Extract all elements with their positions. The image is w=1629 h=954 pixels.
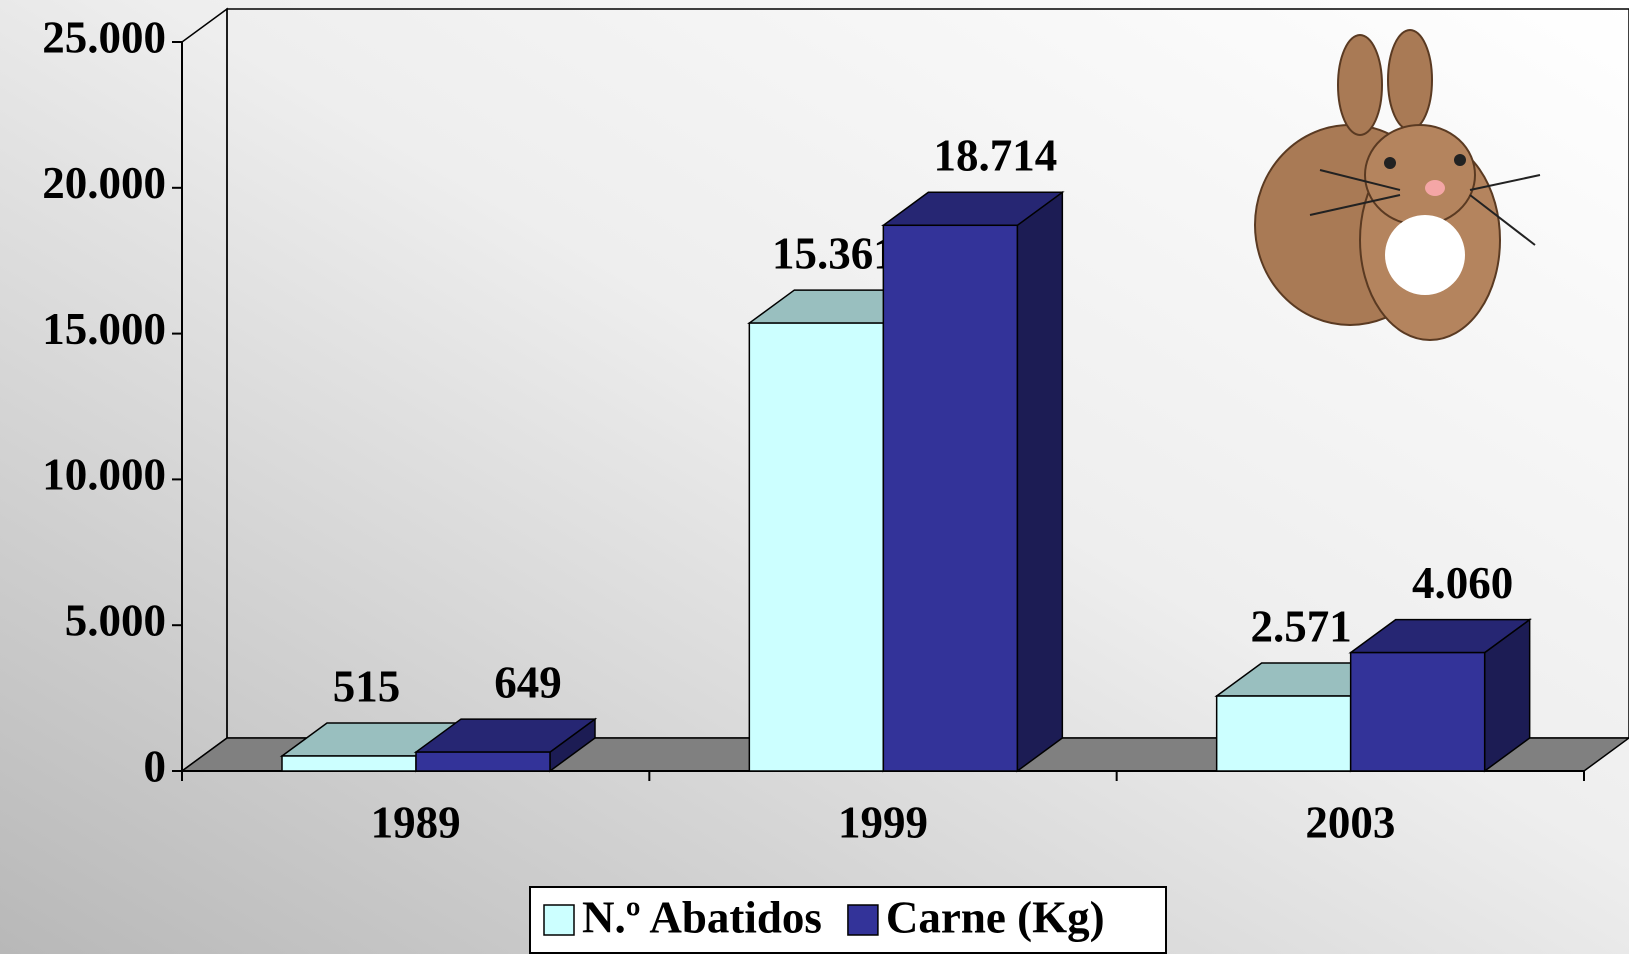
value-label: 515 <box>333 661 401 711</box>
bar <box>1351 653 1485 771</box>
legend-swatch <box>848 905 878 935</box>
bar <box>416 752 550 771</box>
chart: 0 5.000 10.000 15.000 20.000 25.000 1989 515 649… <box>0 0 1629 954</box>
x-tick-label: 2003 <box>1305 797 1395 847</box>
legend-label: Carne (Kg) <box>886 892 1105 942</box>
value-label: 649 <box>494 657 562 707</box>
value-label: 2.571 <box>1251 601 1352 651</box>
value-label: 4.060 <box>1412 558 1513 608</box>
legend-label: N.º Abatidos <box>582 892 822 942</box>
page: 0 5.000 10.000 15.000 20.000 25.000 1989 515 649… <box>0 0 1629 954</box>
y-tick-label: 0 <box>144 741 167 791</box>
bar <box>1217 696 1351 771</box>
bar <box>883 225 1017 771</box>
y-tick-label: 25.000 <box>42 12 166 62</box>
bar <box>749 323 883 771</box>
legend-swatch <box>544 905 574 935</box>
y-tick-label: 10.000 <box>42 450 166 500</box>
y-tick-label: 15.000 <box>42 304 166 354</box>
x-tick-label: 1999 <box>838 797 928 847</box>
value-label: 18.714 <box>933 131 1057 181</box>
x-tick-label: 1989 <box>371 797 461 847</box>
value-label: 15.361 <box>772 228 896 278</box>
bar-side <box>1017 192 1062 771</box>
y-tick-label: 5.000 <box>65 596 166 646</box>
y-tick-label: 20.000 <box>42 158 166 208</box>
bar <box>282 756 416 771</box>
